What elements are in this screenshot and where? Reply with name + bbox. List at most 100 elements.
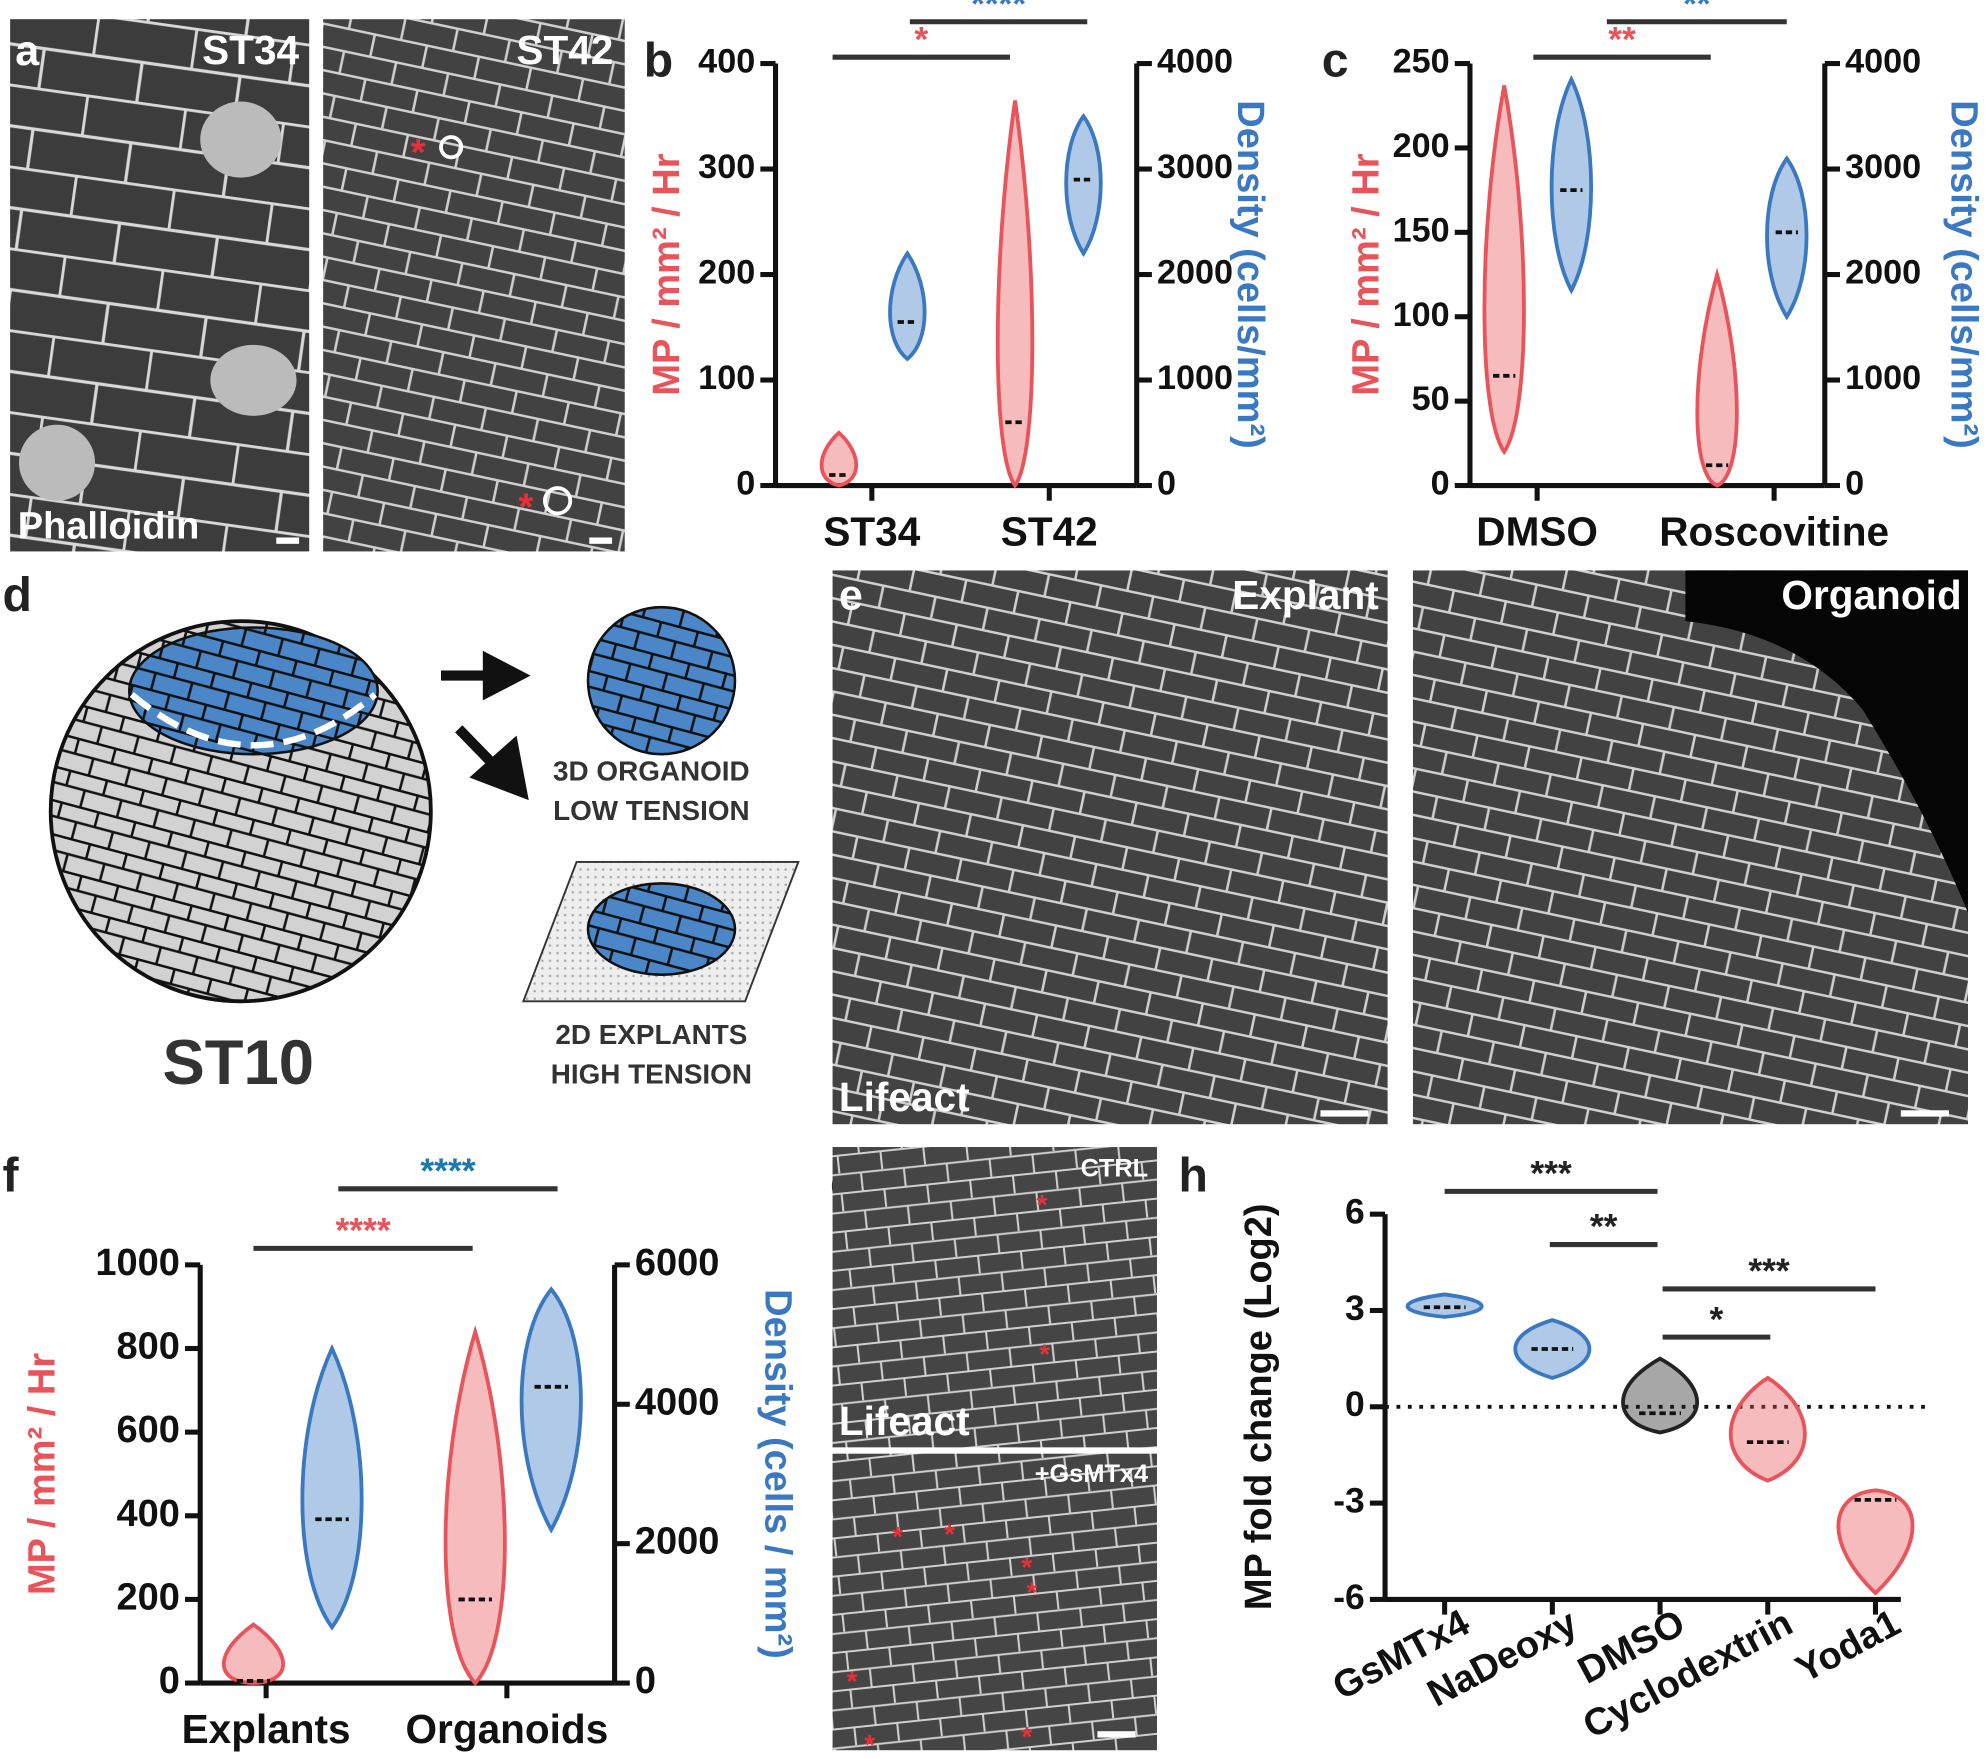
diagram-label: 3D ORGANOID: [553, 756, 750, 787]
significance-label: ***: [1748, 1251, 1790, 1291]
significance-label: ****: [335, 1211, 390, 1251]
significance-label: ****: [420, 1151, 475, 1191]
y2-tick-label: 2000: [635, 1521, 720, 1563]
x-tick-label: Organoids: [406, 1706, 609, 1752]
x-tick-label: Explants: [182, 1706, 351, 1752]
image-label: CTRL: [1081, 1155, 1149, 1183]
y-tick-label: 0: [1431, 465, 1450, 503]
organoid-cells: [587, 607, 735, 755]
y2-tick-label: 4000: [635, 1381, 720, 1423]
violin: [819, 430, 859, 488]
cell: [19, 424, 96, 501]
x-tick-label: DMSO: [1476, 509, 1598, 555]
y-tick-label: 250: [1393, 43, 1450, 81]
marker: *: [1026, 1577, 1037, 1608]
significance-label: *: [1710, 1299, 1724, 1339]
micrograph: [832, 1147, 1157, 1448]
y-tick-label: 300: [698, 148, 755, 186]
marker: *: [944, 1518, 955, 1549]
violin: [1765, 155, 1809, 321]
y-tick-label: 0: [159, 1660, 180, 1702]
explant-cells: [587, 883, 735, 975]
violin: [300, 1343, 364, 1631]
scale-bar: [589, 537, 613, 544]
violin: [1836, 1488, 1915, 1596]
x-tick-label: Yoda1: [1789, 1602, 1907, 1691]
panel-label: a: [15, 27, 40, 75]
y-tick-label: -6: [1333, 1577, 1365, 1617]
marker: *: [847, 1665, 858, 1696]
marker: *: [864, 1729, 875, 1758]
y2-tick-label: 1000: [1845, 359, 1921, 397]
y-tick-label: 400: [698, 43, 755, 81]
y2-tick-label: 0: [1845, 465, 1864, 503]
y2-tick-label: 2000: [1845, 254, 1921, 292]
image-label: +GsMTx4: [1035, 1460, 1148, 1488]
marker: *: [1037, 1189, 1048, 1220]
y-axis-label: MP fold change (Log2): [1238, 1203, 1280, 1610]
violin: [1729, 1375, 1807, 1483]
y-tick-label: 6: [1345, 1192, 1365, 1232]
y-tick-label: 800: [117, 1326, 180, 1368]
significance-label: **: [1683, 0, 1711, 24]
diagram-label: 2D EXPLANTS: [555, 1019, 747, 1050]
diagram-label: LOW TENSION: [553, 795, 750, 826]
y2-tick-label: 1000: [1157, 359, 1233, 397]
micrograph: [323, 19, 625, 552]
x-tick-label: ST34: [823, 509, 920, 555]
marker: *: [1039, 1338, 1050, 1369]
y2-tick-label: 0: [635, 1660, 656, 1702]
panel-label: h: [1179, 1148, 1208, 1202]
x-tick-label: Roscovitine: [1659, 509, 1889, 555]
y-tick-label: 0: [1345, 1384, 1365, 1424]
cut-line: [129, 692, 378, 749]
significance-label: **: [1590, 1207, 1618, 1247]
y-tick-label: 100: [698, 359, 755, 397]
violin: [995, 100, 1035, 489]
y-tick-label: 1000: [95, 1242, 180, 1284]
scale-bar: [1900, 1110, 1949, 1117]
significance-label: ***: [1530, 1154, 1572, 1194]
significance-label: ****: [971, 0, 1026, 24]
micrograph: [832, 1453, 1157, 1751]
y2-tick-label: 3000: [1845, 148, 1921, 186]
y2-axis-label: Density (cells / mm²): [756, 1289, 798, 1659]
panel-label: d: [3, 568, 32, 622]
violin: [1064, 113, 1103, 258]
violin: [519, 1286, 583, 1534]
y2-tick-label: 4000: [1157, 43, 1233, 81]
panel-label: b: [644, 33, 673, 87]
stage-label: ST10: [163, 1028, 314, 1098]
animal-cap-cells: [129, 627, 378, 755]
scale-bar: [1320, 1110, 1369, 1117]
y-tick-label: -3: [1333, 1480, 1365, 1520]
y2-tick-label: 4000: [1845, 43, 1921, 81]
y-tick-label: 400: [117, 1493, 180, 1535]
cell-ring: [543, 486, 573, 516]
y-tick-label: 600: [117, 1409, 180, 1451]
violin: [443, 1325, 507, 1686]
y-tick-label: 200: [1393, 127, 1450, 165]
diagram-label: HIGH TENSION: [551, 1058, 752, 1089]
violin: [1482, 85, 1526, 456]
scale-bar: [276, 537, 300, 544]
image-label: ST34: [202, 27, 299, 73]
stain-label: Lifeact: [839, 1074, 970, 1120]
stain-label: Lifeact: [839, 1398, 970, 1444]
arrow: [455, 725, 529, 801]
significance-label: *: [914, 19, 928, 59]
y-axis-label: MP / mm² / Hr: [21, 1353, 63, 1595]
image-label: Explant: [1232, 572, 1378, 618]
y-tick-label: 0: [736, 465, 755, 503]
violin: [888, 250, 927, 362]
y2-axis-label: Density (cells/mm²): [1229, 100, 1271, 448]
cell: [210, 344, 297, 416]
arrow: [440, 650, 531, 701]
y2-tick-label: 2000: [1157, 254, 1233, 292]
micrograph: [832, 570, 1388, 1125]
y2-tick-label: 0: [1157, 465, 1176, 503]
panel-label: c: [1322, 33, 1349, 87]
marker: *: [1021, 1721, 1032, 1752]
background: [1685, 570, 1968, 913]
